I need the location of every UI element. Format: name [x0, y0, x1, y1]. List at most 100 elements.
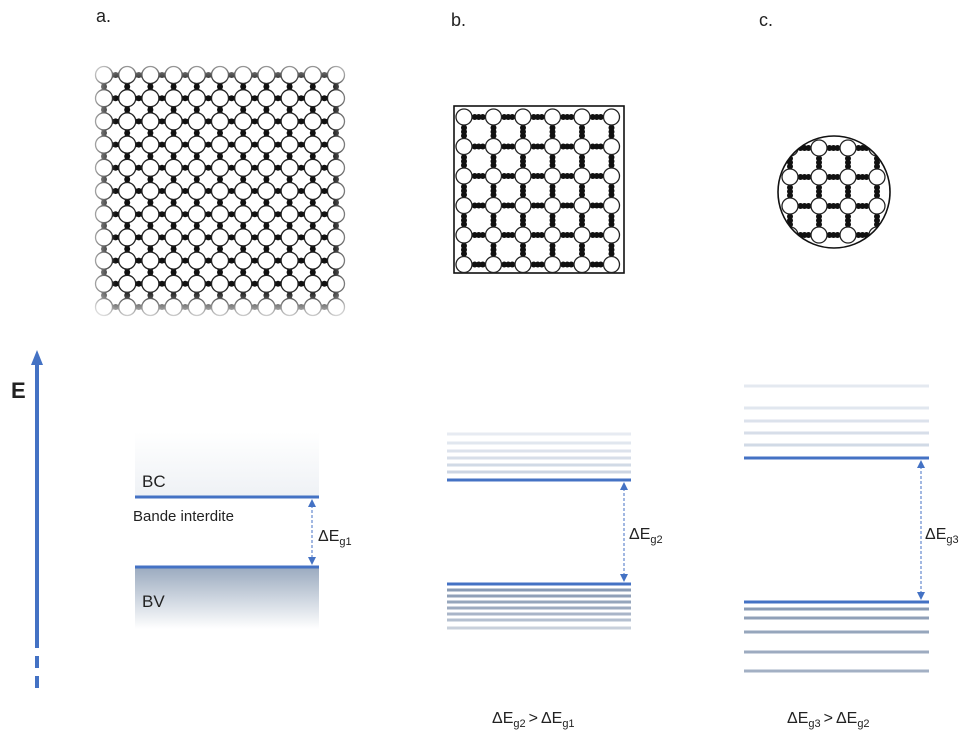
- electron: [816, 221, 822, 228]
- electron: [490, 191, 497, 198]
- electron: [549, 162, 556, 169]
- conduction-band-label: BC: [142, 472, 166, 491]
- atom: [455, 255, 473, 274]
- atom: [573, 196, 591, 215]
- quantum-dot-circle-frame: [777, 135, 891, 249]
- gap-arrowhead-down-c: [917, 592, 925, 600]
- electron: [805, 232, 812, 238]
- atom: [839, 139, 857, 157]
- atom: [573, 137, 591, 156]
- electron: [608, 221, 615, 228]
- atom: [484, 167, 503, 185]
- electron: [597, 114, 604, 120]
- electron: [461, 191, 467, 198]
- atom: [602, 167, 621, 185]
- electron: [509, 143, 516, 150]
- nanocrystal-lattice: [455, 108, 621, 274]
- panel-label-b: b.: [451, 10, 467, 30]
- atom: [868, 168, 886, 186]
- electron: [805, 174, 812, 180]
- electron: [479, 261, 486, 268]
- atom: [455, 137, 473, 156]
- atom: [810, 197, 828, 215]
- gap-label-a: ΔEg1: [318, 528, 352, 548]
- atom: [602, 196, 621, 215]
- energy-axis-label: E: [11, 378, 26, 403]
- electron: [805, 145, 812, 151]
- band-gap-label: Bande interdite: [133, 508, 234, 525]
- atom: [543, 167, 562, 185]
- electron: [538, 232, 545, 238]
- nanocrystal-square-frame: [453, 105, 625, 274]
- electron: [490, 162, 497, 169]
- atom: [514, 196, 532, 215]
- electron: [787, 192, 793, 199]
- gap-label-b: ΔEg2: [629, 526, 663, 546]
- atom: [602, 255, 621, 274]
- electron: [597, 202, 604, 209]
- atom: [868, 226, 886, 244]
- electron: [834, 174, 841, 180]
- electron: [490, 250, 497, 257]
- atom: [868, 197, 886, 215]
- electron: [845, 221, 851, 228]
- atom: [810, 226, 828, 244]
- atom: [484, 255, 503, 274]
- electron: [479, 173, 486, 179]
- electron: [579, 191, 585, 198]
- electron: [549, 250, 556, 257]
- electron: [597, 232, 604, 238]
- gap-arrowhead-down-a: [308, 557, 316, 565]
- electron: [834, 232, 841, 238]
- electron: [608, 162, 615, 169]
- atom: [484, 196, 503, 215]
- electron: [479, 114, 486, 120]
- atom: [839, 197, 857, 215]
- atom: [543, 137, 562, 156]
- atom: [455, 108, 473, 126]
- electron: [509, 173, 516, 179]
- electron: [579, 221, 585, 228]
- electron: [479, 232, 486, 238]
- electron: [549, 132, 556, 139]
- electron: [549, 191, 556, 198]
- atom: [543, 196, 562, 215]
- electron: [461, 221, 467, 228]
- atom: [810, 139, 828, 157]
- electron: [834, 203, 841, 209]
- electron: [816, 192, 822, 199]
- electron: [608, 191, 615, 198]
- atom: [781, 226, 799, 244]
- atom: [781, 139, 799, 157]
- electron: [579, 132, 585, 139]
- atom: [573, 226, 591, 244]
- electron: [579, 162, 585, 169]
- electron: [490, 221, 497, 228]
- atom: [543, 226, 562, 244]
- atom: [455, 196, 473, 215]
- electron: [520, 162, 526, 169]
- atom: [484, 108, 503, 126]
- electron: [787, 163, 793, 170]
- electron: [479, 143, 486, 150]
- electron: [538, 114, 545, 120]
- electron: [461, 132, 467, 139]
- electron: [597, 173, 604, 179]
- electron: [538, 143, 545, 150]
- energy-levels-b: [447, 432, 631, 630]
- valence-band-bulk: [135, 567, 319, 629]
- atom: [514, 137, 532, 156]
- atom: [602, 108, 621, 126]
- electron: [845, 192, 851, 199]
- comparison-c: ΔEg3 > ΔEg2: [787, 710, 870, 730]
- energy-levels-c: [744, 384, 929, 673]
- electron: [461, 162, 467, 169]
- atom: [514, 255, 532, 274]
- electron: [874, 192, 880, 199]
- conduction-band-bulk: [135, 432, 319, 498]
- atom: [573, 167, 591, 185]
- electron: [834, 145, 841, 151]
- electron: [805, 203, 812, 209]
- atom: [543, 255, 562, 274]
